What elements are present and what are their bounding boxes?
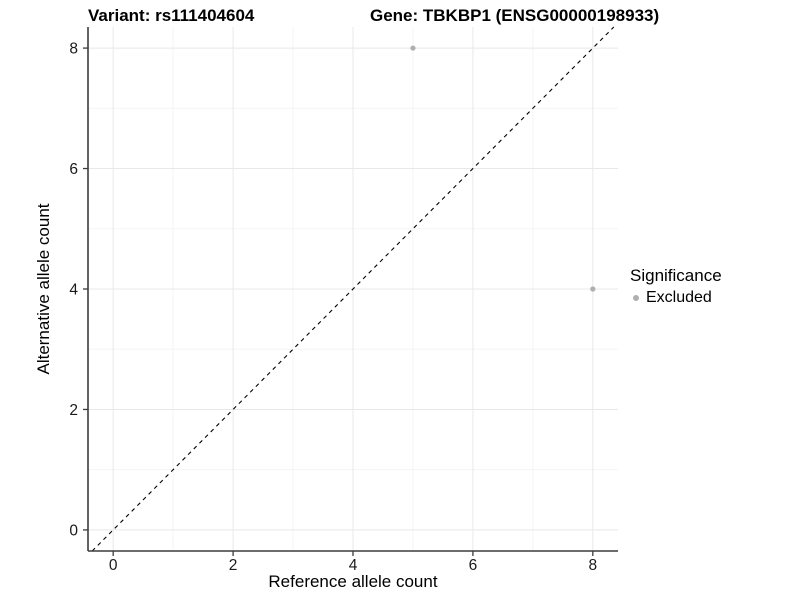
x-tick-label: 2 — [229, 557, 238, 574]
y-axis-ticks: 0 2 4 6 8 — [69, 41, 88, 539]
x-axis-ticks: 0 2 4 6 8 — [109, 551, 597, 574]
data-point — [410, 45, 416, 51]
identity-line — [91, 26, 615, 552]
y-tick-label: 2 — [69, 402, 78, 419]
y-axis-label: Alternative allele count — [34, 203, 53, 375]
data-points — [410, 45, 596, 292]
x-axis-label: Reference allele count — [268, 572, 438, 591]
point-swatch-icon — [633, 295, 639, 301]
legend: Significance Excluded — [630, 266, 722, 307]
legend-item-excluded: Excluded — [630, 289, 722, 307]
x-tick-label: 0 — [109, 557, 118, 574]
variant-title: Variant: rs111404604 — [88, 6, 255, 25]
y-tick-label: 8 — [69, 41, 78, 58]
legend-item-label: Excluded — [646, 289, 712, 306]
y-tick-label: 4 — [69, 282, 78, 299]
legend-title: Significance — [630, 266, 722, 285]
x-tick-label: 6 — [469, 557, 478, 574]
x-tick-label: 4 — [349, 557, 358, 574]
gene-title: Gene: TBKBP1 (ENSG00000198933) — [370, 6, 660, 25]
y-tick-label: 0 — [69, 522, 78, 539]
y-tick-label: 6 — [69, 161, 78, 178]
data-point — [590, 286, 596, 292]
x-tick-label: 8 — [589, 557, 598, 574]
